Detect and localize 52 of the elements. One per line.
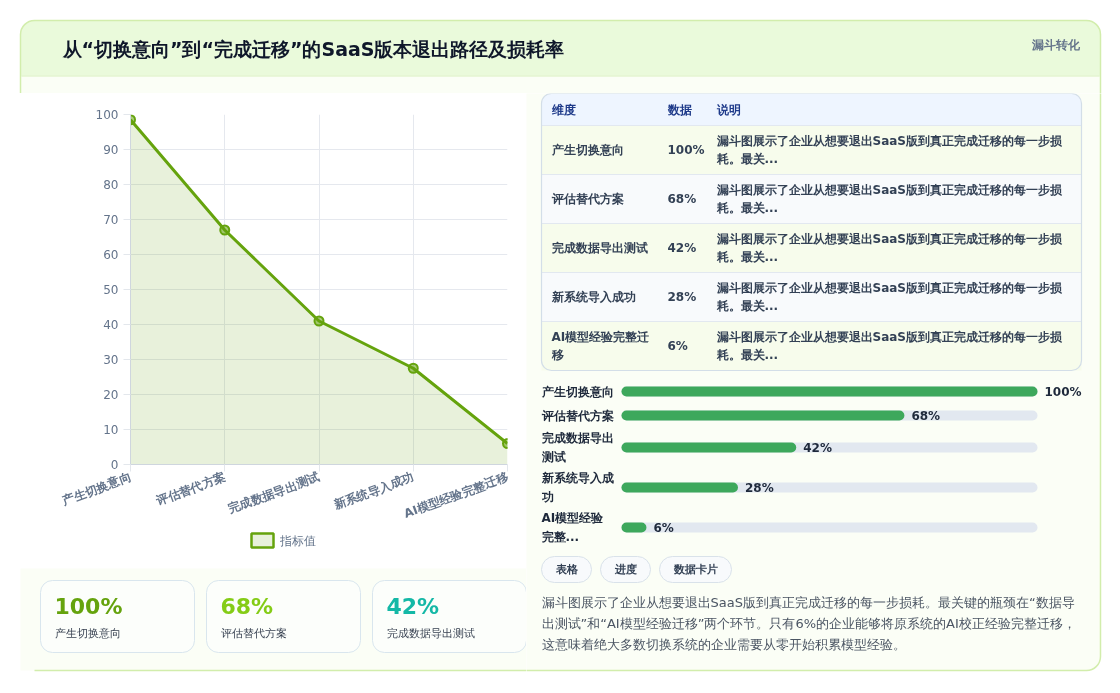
text: 68%: [667, 192, 697, 206]
y-tick-label: 30: [103, 353, 119, 367]
y-tick-label: 完成数据导出测试: [540, 431, 614, 464]
x-tick-label: 评估替代方案: [153, 469, 228, 509]
text: 漏斗图展示了企业从想要退出SaaS版到真正完成迁移的每一步损耗。最关...: [715, 231, 1063, 265]
category-label: 数据卡片: [672, 563, 718, 576]
category-label: 表格: [554, 563, 579, 576]
text: 漏斗图展示了企业从想要退出SaaS版到真正完成迁移的每一步损耗。最关...: [715, 329, 1063, 363]
text: 漏斗转化: [1030, 37, 1081, 52]
text: 68%: [220, 594, 274, 619]
category-label: 评估替代方案: [550, 192, 624, 206]
x-tick-label: 完成数据导出测试: [226, 469, 322, 516]
text: 数据: [666, 102, 692, 117]
y-tick-label: 70: [103, 213, 119, 227]
text: 6%: [667, 339, 688, 353]
y-tick-label: 80: [103, 178, 119, 192]
y-tick-label: 100: [95, 108, 119, 122]
y-tick-label: 60: [103, 248, 119, 262]
y-tick-label: 90: [103, 143, 119, 157]
category-label: 产生切换意向: [550, 143, 624, 157]
text: 100%: [667, 143, 705, 157]
category-label: 进度: [613, 563, 637, 576]
category-label: AI模型经验完整迁移: [550, 329, 650, 363]
text: 说明: [715, 102, 741, 117]
category-label: 新系统导入成功: [550, 290, 636, 304]
data-label: 68%: [911, 408, 941, 423]
category-label: 评估替代方案: [220, 627, 287, 640]
data-label: 28%: [744, 480, 774, 495]
y-tick-label: 评估替代方案: [540, 408, 614, 423]
text: 42%: [667, 241, 697, 255]
text: 100%: [54, 594, 123, 619]
data-label: 42%: [803, 440, 832, 455]
y-tick-label: 40: [103, 318, 119, 332]
text: 维度: [550, 102, 576, 117]
y-tick-label: 10: [103, 423, 119, 437]
data-label: 6%: [653, 520, 674, 535]
y-tick-label: AI模型经验完整...: [541, 511, 605, 544]
data-label: 100%: [1044, 384, 1082, 399]
y-tick-label: 产生切换意向: [540, 384, 614, 399]
y-tick-label: 20: [103, 388, 119, 402]
text: 漏斗图展示了企业从想要退出SaaS版到真正完成迁移的每一步损耗。最关...: [715, 280, 1063, 314]
text: 42%: [386, 594, 440, 619]
y-tick-label: 50: [103, 283, 119, 297]
text: 从“切换意向”到“完成迁移”的SaaS版本退出路径及损耗率: [61, 37, 565, 60]
text: 漏斗图展示了企业从想要退出SaaS版到真正完成迁移的每一步损耗。最关...: [715, 133, 1063, 167]
text: 28%: [667, 290, 697, 304]
legend-label: 指标值: [278, 533, 316, 548]
text: 漏斗图展示了企业从想要退出SaaS版到真正完成迁移的每一步损耗。最关...: [715, 182, 1063, 216]
y-tick-label: 0: [110, 458, 119, 472]
text: 漏斗图展示了企业从想要退出SaaS版到真正完成迁移的每一步损耗。最关键的瓶颈在“数据导出测试”和“AI模型经验迁移”两个环节。只有6%的企业能够将原系统的AI校正经验完整迁移，这意味着绝大多数切换系统的企业需要从零开始积累模型经验。: [541, 594, 1076, 652]
category-label: 完成数据导出测试: [386, 627, 475, 640]
category-label: 完成数据导出测试: [551, 241, 648, 255]
